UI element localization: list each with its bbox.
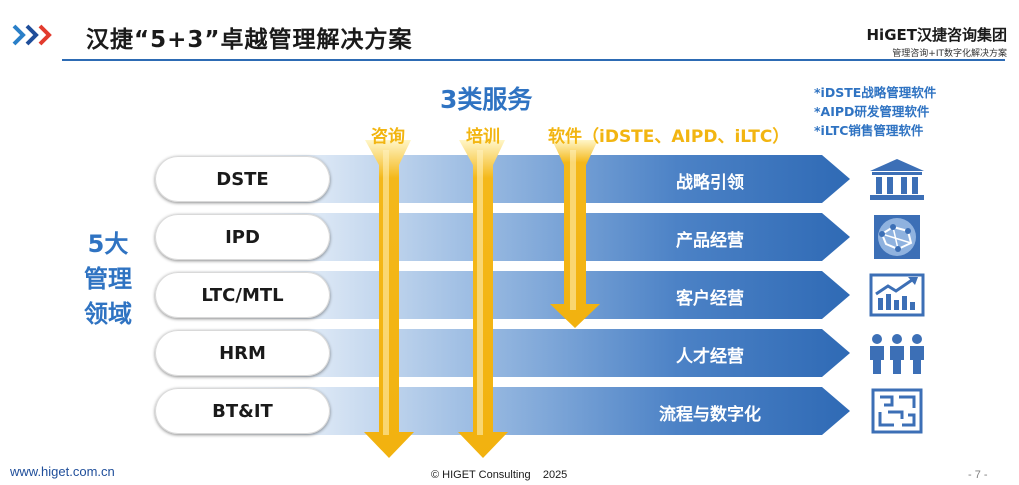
page-title: 汉捷“5+3”卓越管理解决方案: [86, 27, 413, 53]
bank-building-icon: [870, 159, 924, 200]
brand-logo: HiGET汉捷咨询集团 管理咨询+IT数字化解决方案: [867, 24, 1008, 59]
arrow-band-ltc: [160, 271, 850, 319]
service-label-software: 软件（iDSTE、AIPD、iLTC）: [548, 127, 790, 147]
domain-pill-btit: BT&IT: [155, 388, 330, 434]
footer-copyright: © HIGET Consulting 2025: [431, 469, 568, 481]
software-note: *AIPD研发管理软件: [814, 104, 930, 119]
software-arrow: [550, 140, 600, 328]
service-label-consulting: 咨询: [371, 127, 405, 147]
software-note: *iDSTE战略管理软件: [814, 85, 937, 100]
domain-pill-ltc: LTC/MTL: [155, 272, 330, 318]
domain-pill-dste: DSTE: [155, 156, 330, 202]
domain-pill-ipd: IPD: [155, 214, 330, 260]
brand-tagline: 管理咨询+IT数字化解决方案: [892, 49, 1007, 59]
domain-pill-hrm: HRM: [155, 330, 330, 376]
domain-label-hrm: 人才经营: [676, 347, 744, 367]
arrow-band-dste: [160, 155, 850, 203]
footer-website[interactable]: www.higet.com.cn: [10, 464, 115, 479]
training-arrow: [458, 140, 508, 458]
header-divider: [62, 59, 1005, 61]
domains-label-line: 5大: [87, 230, 129, 258]
domain-arrows: [160, 155, 850, 435]
domain-label-btit: 流程与数字化: [659, 405, 761, 425]
consulting-arrow: [364, 140, 414, 458]
maze-process-icon: [871, 388, 923, 434]
service-label-training: 培训: [466, 127, 500, 147]
arrow-band-hrm: [160, 329, 850, 377]
domain-label-ipd: 产品经营: [676, 231, 744, 251]
chevrons-logo-icon: [12, 24, 52, 46]
service-arrows: [364, 140, 600, 458]
domain-label-ltc: 客户经营: [676, 289, 744, 309]
domains-label-line: 管理: [84, 265, 132, 293]
software-note: *iLTC销售管理软件: [814, 123, 924, 138]
network-globe-icon: [874, 215, 920, 259]
domains-label: 5大 管理 领域: [78, 227, 138, 332]
arrow-band-ipd: [160, 213, 850, 261]
footer-page-number: - 7 -: [968, 469, 988, 481]
people-group-icon: [870, 334, 924, 374]
brand-name: HiGET汉捷咨询集团: [866, 26, 1008, 44]
services-title: 3类服务: [440, 85, 533, 114]
domain-label-dste: 战略引领: [676, 173, 744, 193]
domains-label-line: 领域: [84, 300, 132, 328]
growth-chart-icon: [869, 273, 925, 317]
arrow-band-btit: [160, 387, 850, 435]
software-notes: *iDSTE战略管理软件 *AIPD研发管理软件 *iLTC销售管理软件: [814, 83, 936, 140]
